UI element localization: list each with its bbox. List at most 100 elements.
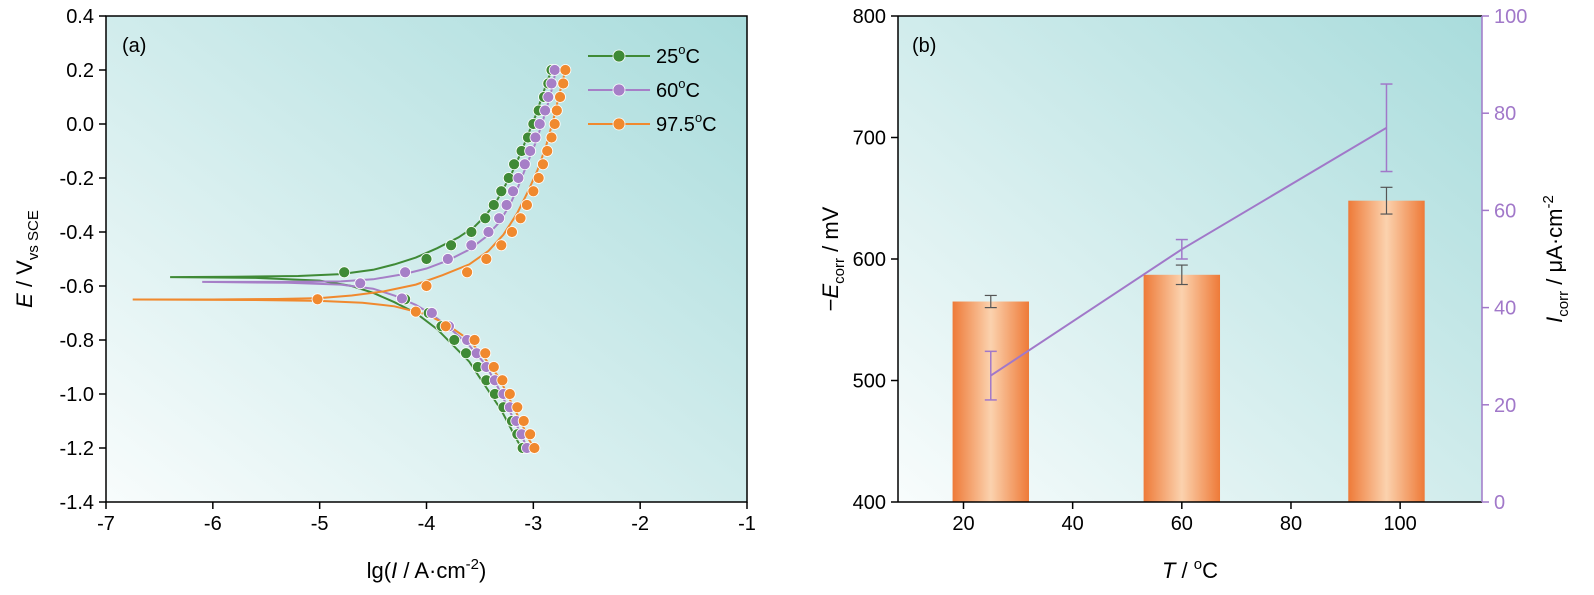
marker-s975 — [537, 158, 549, 171]
y-tick-label-a: -1.0 — [60, 384, 94, 406]
legend: 25oC 60oC 97.5oC — [588, 42, 717, 136]
y-tick-label-right-b: 100 — [1494, 6, 1527, 28]
bar — [952, 301, 1029, 502]
marker-s25 — [508, 158, 521, 171]
y-tick-label-a: -1.2 — [60, 438, 94, 460]
marker-s975 — [496, 374, 509, 387]
x-axis-label-b: T / oC — [1162, 556, 1218, 583]
y-tick-label-right-b: 40 — [1494, 298, 1516, 320]
y-axis-label-right-b: Icorr / μA·cm-2 — [1540, 195, 1572, 323]
y-tick-label-left-b: 500 — [853, 371, 886, 393]
marker-s975 — [506, 226, 518, 238]
marker-s975 — [439, 320, 452, 333]
marker-s25 — [445, 239, 457, 252]
y-tick-label-a: -0.6 — [60, 276, 94, 298]
y-tick-label-left-b: 800 — [853, 6, 886, 28]
marker-s975 — [524, 428, 537, 441]
legend-marker-s975 — [612, 117, 626, 131]
marker-s60 — [548, 64, 561, 76]
marker-s25 — [479, 212, 492, 225]
y-tick-label-left-b: 700 — [853, 128, 886, 150]
marker-s975 — [528, 442, 541, 454]
marker-s975 — [532, 172, 545, 184]
marker-s975 — [420, 280, 433, 292]
marker-s25 — [487, 199, 500, 211]
marker-s60 — [441, 253, 454, 265]
panel-b: 20 40 60 80 100 400 500 600 700 800 0 20 40 60 80 100 (… — [818, 6, 1572, 583]
x-tick-label-b: 100 — [1383, 513, 1416, 535]
marker-s25 — [420, 253, 433, 265]
x-tick-label-a: -1 — [738, 513, 756, 535]
legend-label-s25: 25oC — [656, 42, 700, 68]
marker-s25 — [465, 226, 478, 238]
legend-marker-s60 — [612, 83, 626, 97]
marker-s60 — [493, 212, 506, 225]
x-tick-label-a: -7 — [97, 513, 115, 535]
y-tick-label-a: -1.4 — [60, 492, 94, 514]
marker-s975 — [514, 212, 527, 225]
marker-s975 — [487, 361, 500, 373]
marker-s975 — [521, 199, 533, 211]
marker-s60 — [518, 158, 531, 171]
marker-s975 — [527, 185, 540, 198]
bar — [1143, 274, 1221, 502]
x-tick-label-a: -2 — [631, 513, 649, 535]
legend-marker-s25 — [612, 49, 626, 63]
marker-s60 — [524, 145, 537, 157]
x-tick-label-b: 60 — [1171, 513, 1193, 535]
x-tick-label-a: -4 — [418, 513, 436, 535]
y-tick-label-right-b: 20 — [1494, 395, 1516, 417]
marker-s60 — [507, 185, 519, 198]
marker-s60 — [529, 131, 542, 144]
x-tick-label-b: 40 — [1062, 513, 1084, 535]
y-tick-label-right-b: 0 — [1494, 492, 1505, 514]
marker-s975 — [559, 64, 572, 76]
y-tick-label-a: 0.2 — [66, 60, 94, 82]
y-tick-label-a: 0.0 — [66, 114, 94, 136]
marker-s60 — [399, 266, 412, 279]
y-tick-label-right-b: 60 — [1494, 200, 1516, 222]
legend-label-s60: 60oC — [656, 76, 700, 102]
marker-s975 — [557, 77, 570, 90]
marker-s25 — [448, 334, 461, 346]
x-tick-label-a: -6 — [204, 513, 222, 535]
marker-s975 — [480, 253, 493, 265]
x-axis-label-a: lg(I / A·cm-2) — [367, 556, 487, 583]
marker-s975 — [545, 131, 558, 144]
y-tick-label-left-b: 400 — [853, 492, 886, 514]
y-tick-label-a: -0.4 — [60, 222, 94, 244]
marker-s975 — [550, 104, 563, 117]
marker-s60 — [542, 91, 555, 103]
marker-s975 — [541, 145, 554, 157]
marker-s25 — [460, 347, 472, 360]
marker-s975 — [409, 305, 422, 318]
marker-s60 — [500, 199, 513, 211]
y-tick-label-a: -0.8 — [60, 330, 94, 352]
y-axis-label-a: E / Vvs SCE — [12, 210, 42, 308]
x-tick-label-a: -3 — [524, 513, 542, 535]
y-tick-label-right-b: 80 — [1494, 103, 1516, 125]
marker-s60 — [396, 292, 408, 305]
marker-s975 — [479, 347, 492, 360]
y-tick-label-a: -0.2 — [60, 168, 94, 190]
marker-s25 — [495, 185, 508, 198]
marker-s60 — [354, 277, 367, 290]
x-tick-label-b: 20 — [952, 513, 974, 535]
marker-s60 — [539, 104, 551, 117]
panel-a-label: (a) — [122, 35, 146, 57]
marker-s975 — [511, 401, 524, 414]
marker-s975 — [554, 91, 566, 103]
y-tick-label-left-b: 600 — [853, 249, 886, 271]
marker-s975 — [461, 266, 473, 279]
panel-b-label: (b) — [912, 35, 936, 57]
y-axis-label-left-b: −Ecorr / mV — [818, 206, 848, 311]
panel-a: -7 -6 -5 -4 -3 -2 -1 -1.4 -1.2 -1.0 -0.8 -0.6 -0.4 -0… — [12, 6, 756, 583]
marker-s975 — [468, 334, 481, 346]
x-tick-label-a: -5 — [311, 513, 329, 535]
marker-s975 — [517, 415, 530, 427]
marker-s60 — [465, 239, 478, 252]
marker-s975 — [548, 118, 561, 130]
x-tick-label-b: 80 — [1280, 513, 1302, 535]
marker-s60 — [545, 77, 558, 90]
